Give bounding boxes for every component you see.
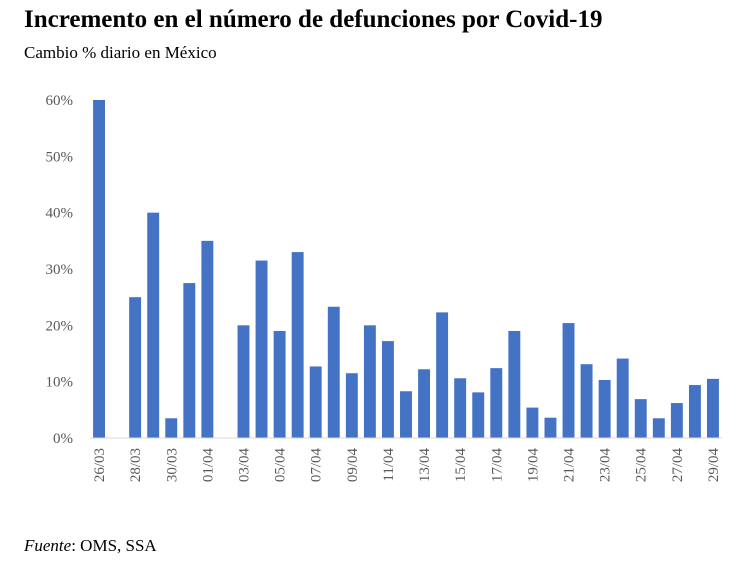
x-tick-label: 13/04 (417, 448, 433, 483)
bar (381, 341, 394, 438)
x-tick-label: 07/04 (309, 448, 325, 483)
y-tick-label: 20% (46, 318, 74, 334)
y-tick-label: 0% (53, 431, 73, 447)
y-tick-label: 50% (46, 149, 74, 165)
x-tick-label: 29/04 (706, 448, 722, 483)
x-tick-label: 28/03 (128, 448, 144, 482)
y-tick-label: 10% (46, 375, 74, 391)
bar (363, 325, 376, 438)
bar (129, 297, 142, 438)
bar (490, 368, 503, 438)
x-tick-label: 27/04 (670, 448, 686, 483)
bar (418, 369, 431, 438)
bar (616, 358, 629, 438)
source-note: Fuente: OMS, SSA (24, 536, 157, 556)
bar (273, 330, 286, 438)
x-tick-label: 09/04 (345, 448, 361, 483)
bar (345, 373, 358, 438)
x-tick-label: 05/04 (273, 448, 289, 483)
bar (508, 330, 521, 438)
bar (237, 325, 250, 438)
source-label: Fuente (24, 536, 72, 555)
bar (255, 260, 268, 438)
bar (147, 212, 160, 438)
x-tick-label: 15/04 (453, 448, 469, 483)
bar (454, 378, 467, 438)
bar-chart: 0% 10% 20% 30% 40% 50% 60% 26/03 28/03 30/03 01/04… (46, 93, 722, 483)
bar (562, 323, 575, 438)
bar (707, 378, 719, 438)
chart-title: Incremento en el número de defunciones p… (24, 6, 603, 33)
x-tick-label: 19/04 (525, 448, 541, 483)
bar (165, 418, 178, 438)
x-tick-label: 21/04 (562, 448, 578, 483)
source-text: : OMS, SSA (71, 536, 157, 555)
x-tick-label: 11/04 (381, 448, 397, 482)
x-tick-label: 17/04 (489, 448, 505, 483)
bar (436, 312, 449, 438)
x-tick-label: 23/04 (598, 448, 614, 483)
y-tick-label: 60% (46, 93, 74, 109)
bar (598, 379, 611, 438)
x-tick-label: 26/03 (92, 448, 108, 482)
chart-subtitle: Cambio % diario en México (24, 43, 217, 62)
bar (400, 391, 412, 438)
bar (472, 392, 485, 438)
bar (201, 240, 214, 438)
bar (327, 306, 340, 438)
x-tick-label: 30/03 (164, 448, 180, 482)
bar (526, 407, 539, 438)
bar (652, 418, 665, 438)
bar (688, 385, 701, 438)
bar (580, 364, 593, 438)
bar (93, 100, 105, 438)
x-tick-label: 25/04 (634, 448, 650, 483)
bar (183, 283, 196, 438)
bar (670, 403, 683, 438)
x-tick-label: 01/04 (200, 448, 216, 483)
y-tick-label: 40% (46, 206, 74, 222)
bar (309, 366, 322, 438)
bar (634, 399, 647, 438)
bar (291, 252, 304, 438)
bar (544, 417, 557, 438)
y-tick-label: 30% (46, 262, 74, 278)
x-tick-label: 03/04 (236, 448, 252, 483)
